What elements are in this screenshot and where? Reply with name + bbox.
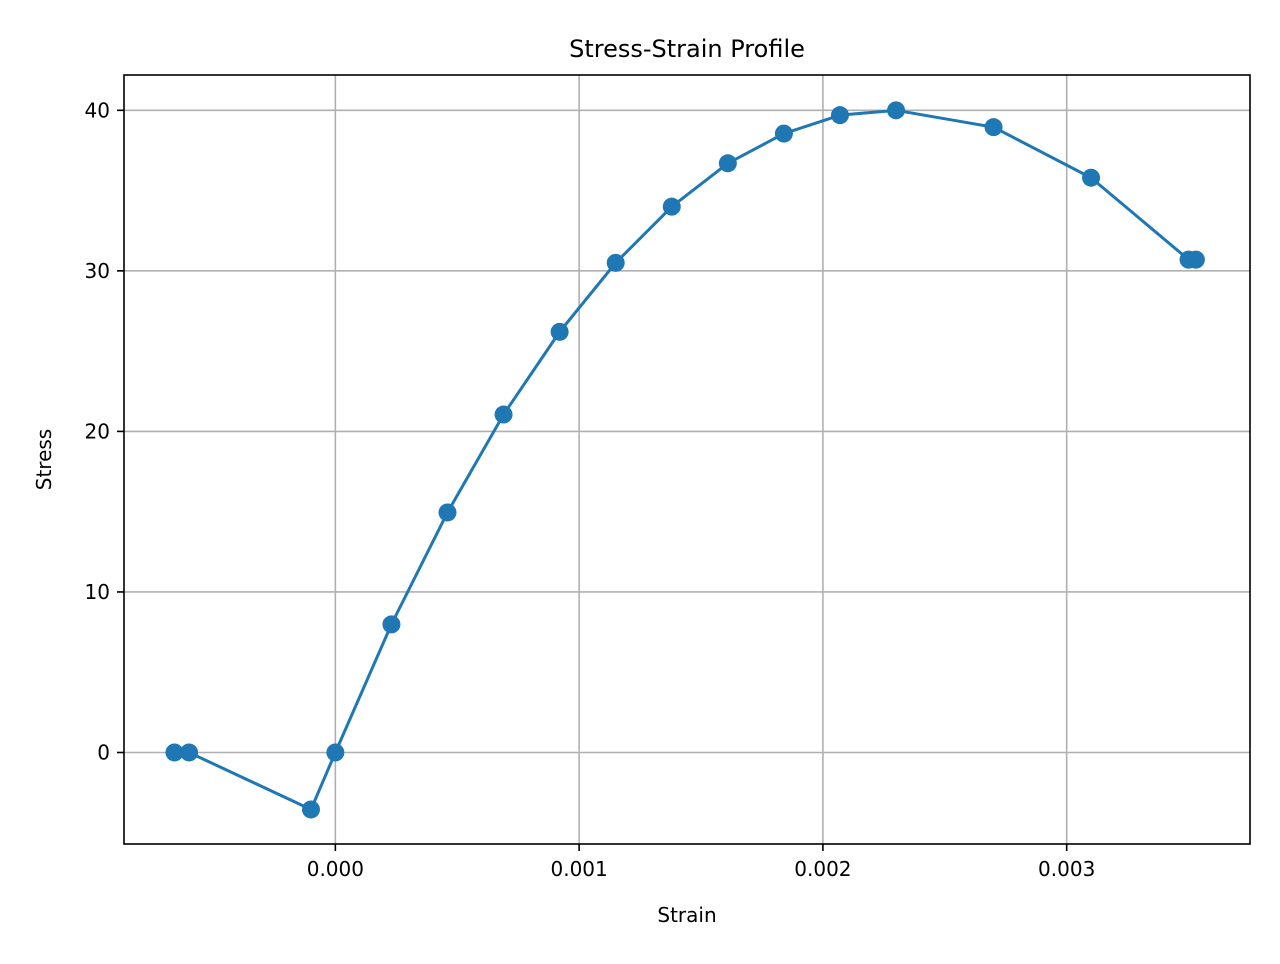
data-point: [550, 322, 569, 341]
data-point: [180, 743, 199, 762]
data-point: [662, 197, 681, 216]
y-tick-label: 10: [85, 580, 110, 604]
data-point: [606, 253, 625, 272]
data-point: [494, 405, 513, 424]
y-tick-label: 30: [85, 259, 110, 283]
data-point: [774, 124, 793, 143]
y-tick-label: 40: [85, 98, 110, 122]
data-point: [382, 615, 401, 634]
plot-frame: [123, 74, 1251, 845]
data-point: [301, 800, 320, 819]
series-line: [174, 108, 1196, 811]
x-tick-label: 0.000: [307, 857, 364, 881]
data-point: [887, 101, 906, 120]
grid-layer: [124, 75, 1250, 844]
tick-layer: 0.000 0.001 0.002 0.003 0 10 20 30 40: [85, 98, 1096, 881]
data-point: [1082, 168, 1101, 187]
data-point: [165, 743, 184, 762]
data-point: [438, 503, 457, 522]
y-tick-label: 20: [85, 419, 110, 443]
data-point: [326, 743, 345, 762]
data-point: [984, 118, 1003, 137]
data-point: [718, 154, 737, 173]
data-point: [1186, 250, 1205, 269]
y-axis-label: Stress: [32, 429, 56, 490]
x-tick-label: 0.002: [794, 857, 851, 881]
x-axis-label: Strain: [657, 903, 716, 927]
data-point: [830, 106, 849, 125]
series-layer: [165, 101, 1205, 819]
x-tick-label: 0.001: [550, 857, 607, 881]
chart-title: Stress-Strain Profile: [569, 35, 805, 63]
x-tick-label: 0.003: [1038, 857, 1095, 881]
y-tick-label: 0: [97, 740, 110, 764]
